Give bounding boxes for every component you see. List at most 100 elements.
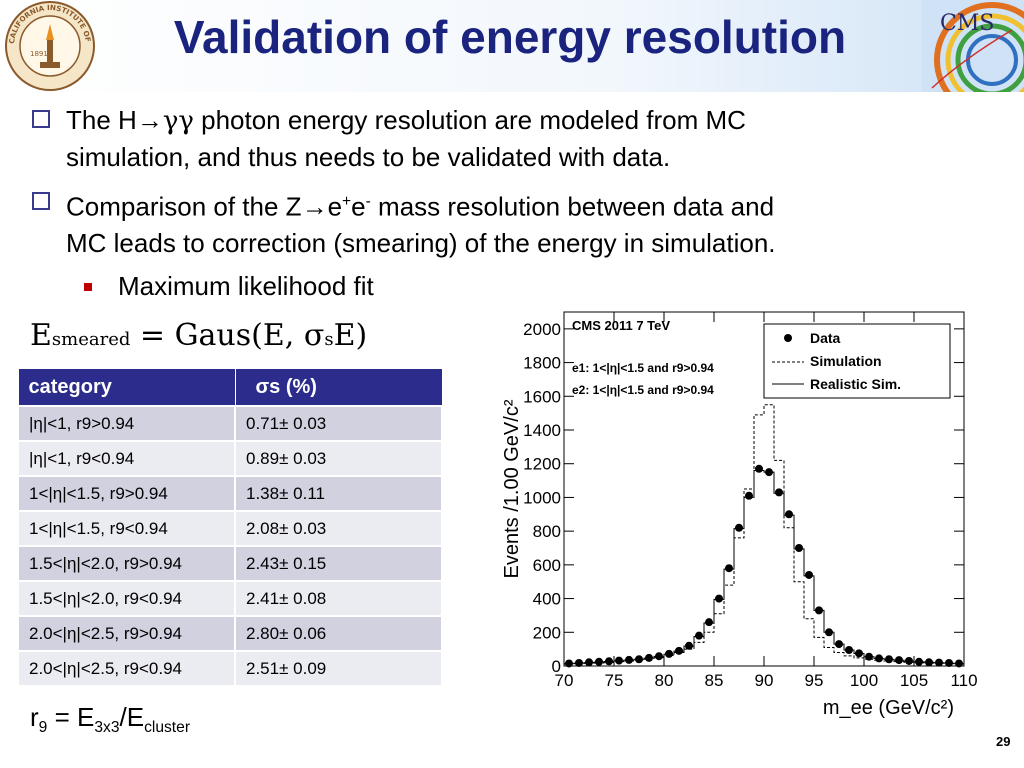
x-tick-label: 75 — [605, 671, 624, 690]
data-point — [815, 606, 823, 615]
data-point — [615, 656, 623, 665]
y-tick-label: 1600 — [523, 387, 561, 406]
data-point — [895, 656, 903, 665]
bullet-text: Comparison of the Z — [66, 191, 302, 222]
data-point — [785, 510, 793, 519]
data-point — [705, 618, 713, 627]
data-point — [635, 655, 643, 664]
x-tick-label: 80 — [655, 671, 674, 690]
x-tick-label: 70 — [555, 671, 574, 690]
page-number: 29 — [996, 734, 1011, 749]
data-point — [845, 645, 853, 654]
legend-label: Data — [810, 330, 841, 346]
annotation-e1: e1: 1<|η|<1.5 and r9>0.94 — [572, 361, 714, 375]
x-tick-label: 100 — [850, 671, 878, 690]
arrow-icon: → — [301, 191, 328, 222]
data-point — [865, 652, 873, 661]
bullet-text: photon energy resolution are modeled fro… — [193, 105, 746, 135]
cell-sigma: 2.80± 0.06 — [234, 615, 443, 652]
bullet-higgs: The H→γγ photon energy resolution are mo… — [32, 102, 946, 175]
table-row: 1<|η|<1.5, r9>0.94 1.38± 0.11 — [17, 475, 443, 512]
cell-category: |η|<1, r9<0.94 — [17, 440, 236, 477]
data-point — [745, 491, 753, 500]
y-tick-label: 200 — [533, 623, 561, 642]
table-row: |η|<1, r9<0.94 0.89± 0.03 — [17, 440, 443, 477]
table-row: 1.5<|η|<2.0, r9<0.94 2.41± 0.08 — [17, 580, 443, 617]
legend-box — [763, 323, 951, 399]
data-point — [685, 641, 693, 650]
bullet-text: The H — [66, 105, 137, 135]
data-point — [645, 653, 653, 662]
charge-plus: + — [342, 193, 352, 210]
seal-year: 1891 — [30, 50, 48, 58]
bullet-text: mass resolution between data and — [370, 191, 775, 222]
sigma-table: category σs (%) |η|<1, r9>0.94 0.71± 0.03… — [17, 368, 443, 687]
y-tick-label: 800 — [533, 522, 561, 541]
data-point — [795, 544, 803, 552]
table-row: |η|<1, r9>0.94 0.71± 0.03 — [17, 405, 443, 442]
x-tick-label: 95 — [805, 671, 824, 690]
cell-category: |η|<1, r9>0.94 — [17, 405, 236, 442]
data-point — [675, 646, 683, 655]
table-row: 2.0<|η|<2.5, r9>0.94 2.80± 0.06 — [17, 615, 443, 652]
data-point — [925, 658, 933, 667]
data-point — [945, 658, 953, 667]
data-point — [935, 658, 943, 667]
cell-sigma: 0.89± 0.03 — [234, 440, 443, 477]
electron-symbol: e — [351, 191, 366, 222]
sub-bullet-likelihood: Maximum likelihood fit — [84, 270, 374, 302]
cell-category: 2.0<|η|<2.5, r9<0.94 — [17, 650, 236, 687]
data-point — [835, 640, 843, 649]
legend-label: Realistic Sim. — [810, 376, 901, 392]
y-tick-label: 0 — [552, 657, 561, 676]
x-tick-label: 90 — [755, 671, 774, 690]
data-point — [875, 654, 883, 663]
cell-sigma: 0.71± 0.03 — [234, 405, 443, 442]
data-point — [755, 464, 763, 473]
arrow-icon: → — [136, 105, 163, 135]
r9-cluster-sub: cluster — [144, 719, 191, 737]
annotation-e2: e2: 1<|η|<1.5 and r9>0.94 — [572, 383, 714, 397]
y-tick-label: 1800 — [523, 354, 561, 373]
data-point — [575, 658, 583, 667]
data-point — [625, 655, 633, 664]
bullet-zee: Comparison of the Z→e+e- mass resolution… — [32, 184, 966, 261]
realistic-sim-line — [564, 469, 964, 665]
legend-label: Simulation — [810, 353, 882, 369]
title-bar: 1891 CALIFORNIA INSTITUTE OF TECHNOLOGY … — [0, 0, 1024, 92]
data-point — [715, 594, 723, 603]
x-tick-label: 110 — [950, 671, 977, 690]
checkbox-bullet-icon — [32, 110, 50, 128]
cms-logo-text: CMS — [940, 11, 994, 36]
bullet-text-line2: simulation, and thus needs to be validat… — [66, 142, 671, 172]
cell-category: 1.5<|η|<2.0, r9>0.94 — [17, 545, 236, 582]
x-tick-label: 85 — [705, 671, 724, 690]
data-point — [595, 657, 603, 666]
data-point — [735, 523, 743, 532]
cell-category: 1.5<|η|<2.0, r9<0.94 — [17, 580, 236, 617]
y-tick-label: 1400 — [523, 421, 561, 440]
header-category: category — [17, 368, 236, 407]
y-tick-label: 1000 — [523, 488, 561, 507]
cell-sigma: 2.43± 0.15 — [234, 545, 443, 582]
r9-eq: = E — [47, 702, 95, 732]
r9-e-sub: 3x3 — [94, 719, 120, 737]
data-point — [605, 657, 613, 666]
r9-slash: /E — [119, 702, 145, 732]
data-point — [585, 658, 593, 667]
formula-lhs-sub: smeared — [51, 329, 131, 350]
r9-r: r — [30, 702, 39, 732]
data-point — [655, 652, 663, 661]
formula-tail: E) — [333, 318, 368, 353]
page-title: Validation of energy resolution — [173, 11, 847, 63]
header-sigma: σs (%) — [234, 368, 443, 407]
square-bullet-icon — [84, 283, 92, 291]
x-tick-label: 105 — [900, 671, 928, 690]
y-tick-label: 600 — [533, 556, 561, 575]
y-axis-title: Events /1.00 GeV/c² — [501, 399, 523, 578]
y-tick-label: 400 — [533, 590, 561, 609]
r9-definition: r9 = E3x3/Ecluster — [30, 702, 190, 737]
data-point — [825, 628, 833, 637]
data-point — [905, 656, 913, 665]
data-point — [855, 649, 863, 658]
